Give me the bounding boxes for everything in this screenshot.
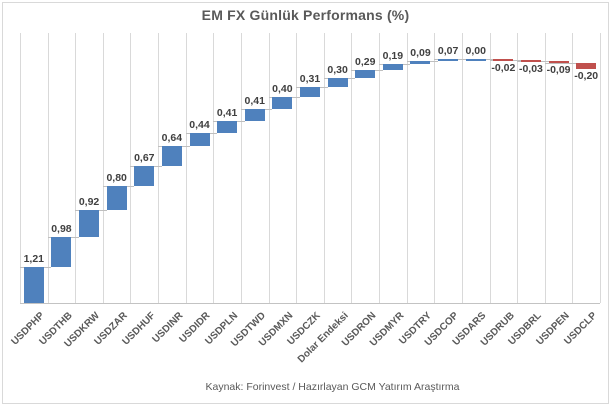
bar-USDCOP bbox=[438, 59, 459, 62]
gridline bbox=[461, 33, 463, 303]
gridline bbox=[130, 33, 132, 303]
bar-USDARS bbox=[465, 59, 486, 62]
value-label-USDRON: 0,29 bbox=[355, 55, 376, 68]
gridline bbox=[517, 33, 519, 303]
value-label-USDCOP: 0,07 bbox=[437, 45, 459, 58]
gridline bbox=[434, 33, 436, 303]
gridline bbox=[406, 33, 408, 303]
gridline bbox=[75, 33, 77, 303]
value-label-USDKRW: 0,92 bbox=[78, 195, 100, 208]
gridline bbox=[185, 33, 187, 303]
bar-USDINR bbox=[161, 146, 182, 166]
bar-USDPHP bbox=[23, 266, 44, 303]
gridline bbox=[323, 33, 325, 303]
gridline bbox=[379, 33, 381, 303]
bar-USDRUB bbox=[493, 59, 514, 62]
value-label-USDCZK: 0,31 bbox=[299, 73, 321, 86]
bar-USDPLN bbox=[217, 120, 238, 134]
value-label-USDIDR: 0,44 bbox=[189, 119, 210, 132]
bar-USDHUF bbox=[134, 165, 155, 186]
bar-USDMYR bbox=[382, 63, 403, 70]
bar-USDPEN bbox=[548, 60, 569, 64]
chart-title: EM FX Günlük Performans (%) bbox=[201, 7, 410, 23]
value-label-USDTRY: 0,09 bbox=[410, 47, 431, 60]
bar-USDKRW bbox=[79, 209, 100, 238]
value-label-USDTHB: 0,98 bbox=[51, 223, 72, 236]
value-label-USDPHP: 1,21 bbox=[23, 252, 45, 265]
gridline bbox=[600, 33, 601, 303]
gridline bbox=[489, 33, 491, 303]
bar-USDCZK bbox=[300, 87, 320, 97]
gridline bbox=[158, 33, 160, 303]
bar-USDTRY bbox=[410, 61, 431, 64]
bar-USDCLP bbox=[576, 63, 597, 70]
bar-USDRON bbox=[355, 69, 376, 79]
gridline bbox=[240, 33, 242, 303]
value-label-USDARS: 0,00 bbox=[465, 45, 486, 58]
value-label-USDPLN: 0,41 bbox=[216, 106, 238, 119]
value-label-USDRUB: -0,02 bbox=[491, 62, 516, 75]
gridline bbox=[268, 33, 270, 303]
bar-Dolar Endeksi bbox=[327, 78, 348, 88]
bar-USDTWD bbox=[244, 108, 265, 121]
gridline bbox=[572, 33, 574, 303]
bar-USDBRL bbox=[520, 59, 541, 62]
value-label-USDZAR: 0,80 bbox=[106, 171, 127, 184]
source-note: Kaynak: Forinvest / Hazırlayan GCM Yatır… bbox=[205, 381, 460, 393]
value-label-USDTWD: 0,41 bbox=[244, 94, 265, 107]
category-axis-line bbox=[20, 303, 600, 304]
value-label-USDCLP: -0,20 bbox=[574, 70, 599, 83]
bar-USDTHB bbox=[51, 237, 72, 267]
gridline bbox=[351, 33, 353, 303]
gridline bbox=[47, 33, 49, 303]
value-label-USDINR: 0,64 bbox=[161, 132, 183, 145]
value-label-USDPEN: -0,09 bbox=[546, 64, 571, 77]
gridline bbox=[20, 33, 21, 303]
value-label-Dolar Endeksi: 0,30 bbox=[327, 64, 348, 77]
bar-USDZAR bbox=[106, 185, 127, 210]
bar-USDIDR bbox=[189, 133, 210, 147]
gridline bbox=[544, 33, 546, 303]
gridline bbox=[296, 33, 298, 303]
gridline bbox=[213, 33, 215, 303]
value-label-USDHUF: 0,67 bbox=[134, 151, 155, 164]
bar-USDMXN bbox=[272, 96, 293, 109]
value-label-USDMXN: 0,40 bbox=[272, 82, 293, 95]
value-label-USDBRL: -0,03 bbox=[518, 62, 543, 75]
gridline bbox=[102, 33, 104, 303]
value-label-USDMYR: 0,19 bbox=[382, 49, 404, 62]
connector-line bbox=[544, 63, 577, 65]
